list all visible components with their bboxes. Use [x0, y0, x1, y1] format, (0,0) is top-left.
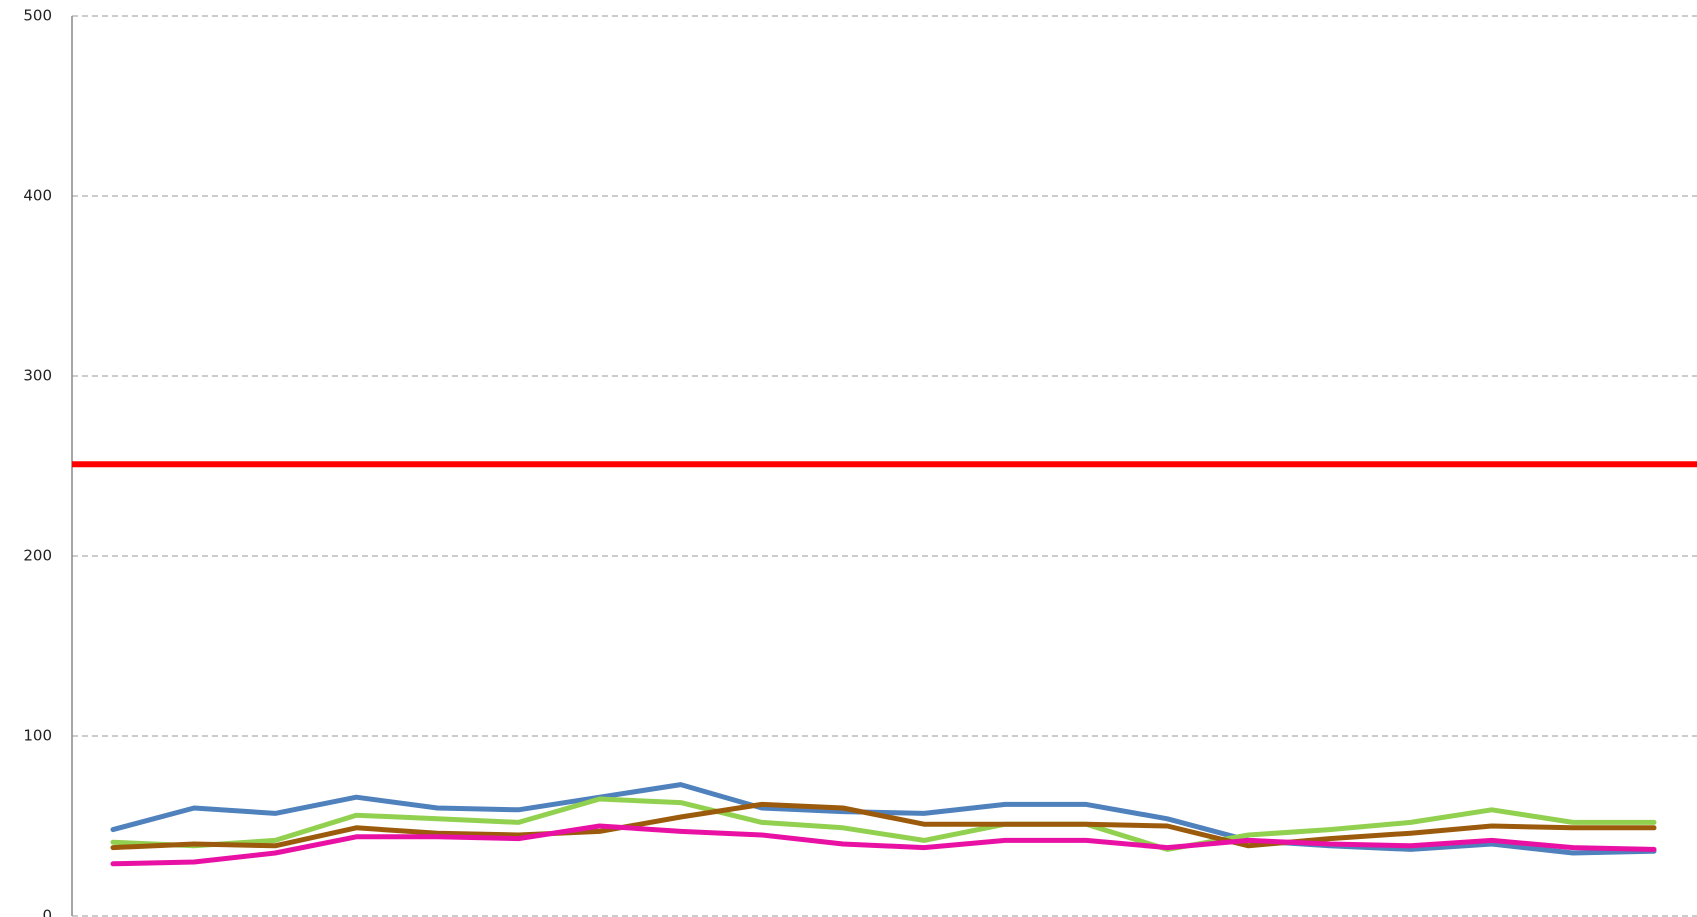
y-tick-label: 400 — [23, 187, 52, 205]
y-tick-label: 0 — [42, 907, 52, 917]
y-tick-label: 100 — [23, 727, 52, 745]
y-tick-label: 500 — [23, 7, 52, 25]
series-line — [110, 796, 1657, 852]
series-line — [110, 782, 1657, 856]
series-line — [110, 823, 1657, 867]
series-line — [110, 801, 1657, 851]
y-tick-label: 200 — [23, 547, 52, 565]
y-tick-label: 300 — [23, 367, 52, 385]
